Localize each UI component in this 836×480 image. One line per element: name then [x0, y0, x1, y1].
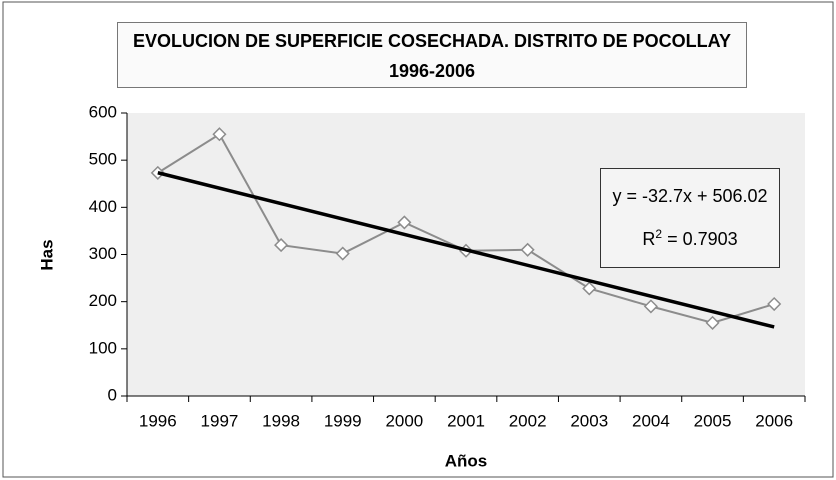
- y-tick-label: 100: [89, 338, 117, 357]
- trend-equation-box: y = -32.7x + 506.02 R2 = 0.7903: [600, 168, 780, 268]
- x-tick-label: 2006: [755, 411, 793, 430]
- data-point: [520, 242, 535, 257]
- x-tick-label: 2003: [570, 411, 608, 430]
- data-point: [274, 238, 289, 253]
- y-tick-label: 300: [89, 244, 117, 263]
- x-tick-label: 1997: [201, 411, 239, 430]
- data-point: [335, 246, 350, 261]
- r2-power: 2: [655, 227, 663, 241]
- r2-name: R: [642, 229, 656, 249]
- y-tick-label: 400: [89, 197, 117, 216]
- y-axis-label: Has: [37, 239, 56, 270]
- x-tick-label: 2005: [694, 411, 732, 430]
- x-tick-label: 2000: [385, 411, 423, 430]
- y-tick-label: 500: [89, 150, 117, 169]
- data-point: [397, 215, 412, 230]
- x-tick-label: 2002: [509, 411, 547, 430]
- x-tick-label: 2004: [632, 411, 670, 430]
- y-tick-label: 200: [89, 291, 117, 310]
- data-point: [582, 281, 597, 296]
- x-tick-label: 1996: [139, 411, 177, 430]
- trend-r2: R2 = 0.7903: [601, 215, 779, 258]
- trend-line: [157, 171, 775, 329]
- y-tick-label: 0: [108, 385, 117, 404]
- data-point: [643, 299, 658, 314]
- trend-equation: y = -32.7x + 506.02: [612, 186, 768, 206]
- data-point: [212, 127, 227, 142]
- r2-value: = 0.7903: [667, 229, 738, 249]
- x-tick-label: 2001: [447, 411, 485, 430]
- chart-title: EVOLUCION DE SUPERFICIE COSECHADA. DISTR…: [117, 22, 747, 88]
- y-tick-label: 600: [89, 102, 117, 121]
- data-point: [767, 296, 782, 312]
- x-axis-label: Años: [445, 451, 488, 470]
- x-tick-label: 1999: [324, 411, 362, 430]
- data-point: [705, 315, 720, 330]
- x-tick-label: 1998: [262, 411, 300, 430]
